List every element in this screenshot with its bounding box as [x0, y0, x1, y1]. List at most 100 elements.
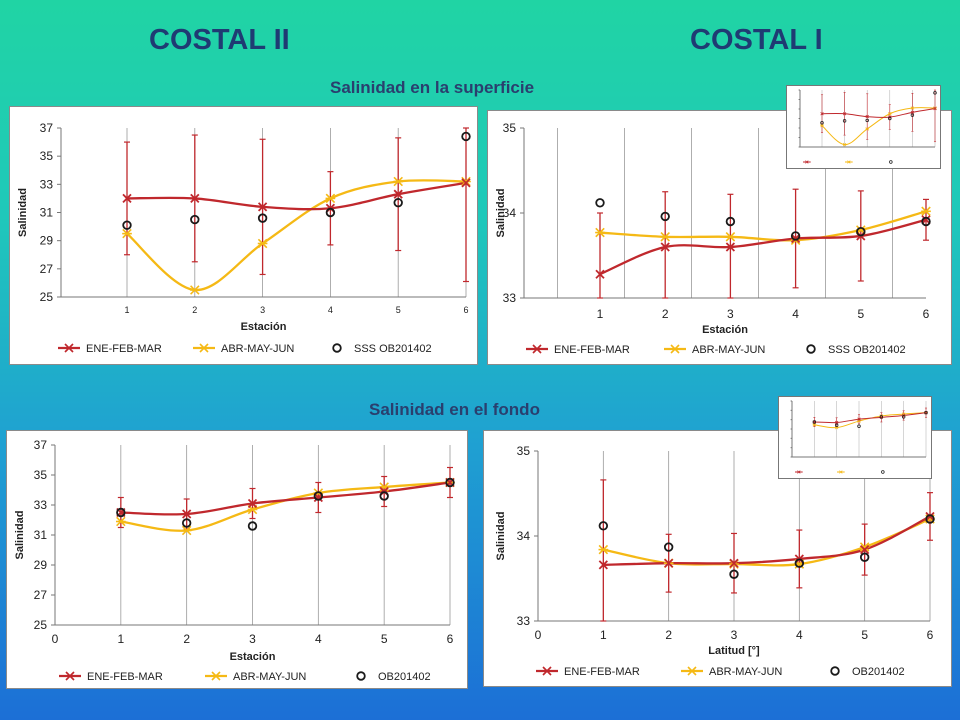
chart3-legend-marker-obs — [356, 671, 366, 681]
inset-i1-point-observed — [901, 415, 906, 419]
inset-thumbnail-bottom — [778, 396, 932, 479]
chart2-point-abr-may-jun — [921, 206, 931, 217]
chart2-point-ene-feb-mar — [660, 242, 670, 252]
chart3-point-abr-may-jun — [116, 516, 126, 527]
chart2-legend-marker-abr — [670, 344, 680, 354]
inset-i1-legend-marker-ene — [797, 470, 801, 474]
chart1-xtick-label: 5 — [396, 305, 401, 315]
chart1-point-ene-feb-mar — [461, 178, 471, 188]
chart2-legend-label: ABR-MAY-JUN — [692, 344, 765, 356]
chart1-point-ene-feb-mar — [122, 193, 132, 204]
chart2-point-ene-feb-mar — [595, 269, 605, 279]
inset-chart-surface — [798, 89, 937, 164]
chart3-ytick-label: 29 — [34, 558, 48, 572]
chart1-xtick-label: 1 — [124, 305, 129, 315]
chart1-xlabel: Estación — [241, 321, 287, 333]
chart2-xtick-label: 2 — [662, 307, 669, 321]
inset-i1-point-ene-feb-mar — [857, 417, 861, 421]
chart2-point-ene-feb-mar — [921, 215, 931, 225]
inset-i0-point-ene-feb-mar — [865, 114, 869, 119]
chart2-point-ene-feb-mar — [725, 242, 736, 252]
chart3-point-abr-may-jun — [181, 525, 192, 536]
chart1-legend-marker-abr — [199, 343, 209, 353]
chart1-legend-label: SSS OB201402 — [354, 343, 432, 355]
chart1-point-observed — [393, 197, 403, 208]
chart2-legend-label: ENE-FEB-MAR — [554, 344, 630, 356]
chart3-xtick-label: 3 — [249, 632, 256, 646]
chart-surface-costal-ii: 25 27 29 31 33 35 37 1 2 3 4 5 6 Salinidad Estación ENE… — [17, 121, 471, 355]
costal-ii-heading: COSTAL II — [149, 24, 290, 56]
chart1-ytick-label: 31 — [40, 206, 54, 220]
chart2-legend-label: SSS OB201402 — [828, 344, 906, 356]
chart4-point-ene-feb-mar — [598, 560, 608, 570]
chart1-point-abr-may-jun — [122, 228, 132, 239]
chart4-xtick-label: 5 — [861, 628, 868, 642]
chart3-legend-label: OB201402 — [378, 671, 431, 683]
chart1-ytick-label: 35 — [40, 149, 54, 163]
inset-i1-legend-marker-abr — [839, 470, 843, 474]
chart3-point-observed — [313, 491, 324, 501]
inset-i1-point-abr-may-jun — [812, 423, 817, 427]
inset-i0-line-abr-may-jun — [821, 107, 936, 146]
inset-i0-point-abr-may-jun — [888, 112, 892, 116]
inset-chart-bottom — [790, 400, 928, 474]
chart2-point-abr-may-jun — [595, 227, 605, 238]
chart2-legend-marker-obs — [806, 344, 816, 354]
chart1-point-abr-may-jun — [325, 193, 336, 204]
chart1-point-abr-may-jun — [257, 238, 268, 249]
inset-i0-point-observed — [865, 118, 869, 123]
inset-i0-point-observed — [910, 113, 915, 117]
chart2-point-observed — [595, 198, 605, 208]
inset-i0-point-abr-may-jun — [910, 106, 915, 110]
chart1-xtick-label: 2 — [192, 305, 197, 315]
inset-i0-legend-marker-ene — [805, 160, 809, 164]
chart1-point-observed — [190, 214, 200, 225]
chart1-point-observed — [122, 220, 132, 230]
chart4-ytick-label: 35 — [517, 444, 531, 458]
surface-heading: Salinidad en la superficie — [330, 78, 535, 97]
chart3-ylabel: Salinidad — [14, 511, 26, 560]
chart4-point-observed — [598, 521, 609, 531]
chart-panel-bottom-costal-ii: 25 27 29 31 33 35 37 0 1 2 3 4 5 6 Salinidad Estación EN… — [6, 430, 468, 689]
chart1-ytick-label: 25 — [40, 290, 54, 304]
chart3-xlabel: Estación — [230, 651, 276, 663]
chart-panel-surface-costal-i: 33 34 35 1 2 3 4 5 6 Salinidad Estación ENE-FEB-MAR… — [487, 110, 952, 365]
inset-i0-point-ene-feb-mar — [820, 112, 824, 116]
chart4-point-ene-feb-mar — [664, 558, 674, 568]
chart1-point-abr-may-jun — [189, 285, 200, 295]
chart4-point-abr-may-jun — [598, 544, 609, 555]
inset-thumbnail-surface — [786, 85, 941, 169]
chart3-point-observed — [379, 491, 389, 501]
inset-i1-line-ene-feb-mar — [814, 412, 927, 424]
chart2-ytick-label: 34 — [503, 206, 517, 220]
inset-i0-point-abr-may-jun — [820, 123, 824, 128]
chart2-point-observed — [921, 216, 931, 227]
chart3-line-ene-feb-mar — [120, 481, 451, 516]
chart3-legend-label: ABR-MAY-JUN — [233, 671, 306, 683]
chart2-point-observed — [790, 231, 801, 241]
chart1-xtick-label: 6 — [463, 305, 468, 315]
chart2-point-observed — [660, 211, 670, 222]
chart3-legend-label: ENE-FEB-MAR — [87, 671, 163, 683]
chart4-point-ene-feb-mar — [729, 558, 739, 568]
chart1-legend-label: ABR-MAY-JUN — [221, 343, 294, 355]
chart4-legend-label: ENE-FEB-MAR — [564, 666, 640, 678]
chart3-point-ene-feb-mar — [247, 498, 258, 509]
chart1-point-ene-feb-mar — [257, 202, 268, 212]
chart3-point-observed — [247, 521, 258, 531]
chart4-point-ene-feb-mar — [860, 544, 870, 555]
chart4-xtick-label: 0 — [535, 628, 542, 642]
chart3-xtick-label: 5 — [381, 632, 388, 646]
chart3-xtick-label: 1 — [117, 632, 124, 646]
inset-i1-point-observed — [834, 423, 839, 427]
chart3-ytick-label: 27 — [34, 588, 48, 602]
chart4-legend-label: ABR-MAY-JUN — [709, 666, 782, 678]
chart4-legend-marker-obs — [830, 666, 840, 676]
chart2-ytick-label: 33 — [503, 291, 517, 305]
chart4-point-observed — [859, 552, 870, 562]
chart1-xtick-label: 3 — [260, 305, 265, 315]
chart4-xtick-label: 4 — [796, 628, 803, 642]
chart2-xtick-label: 1 — [597, 307, 604, 321]
chart3-xtick-label: 4 — [315, 632, 322, 646]
